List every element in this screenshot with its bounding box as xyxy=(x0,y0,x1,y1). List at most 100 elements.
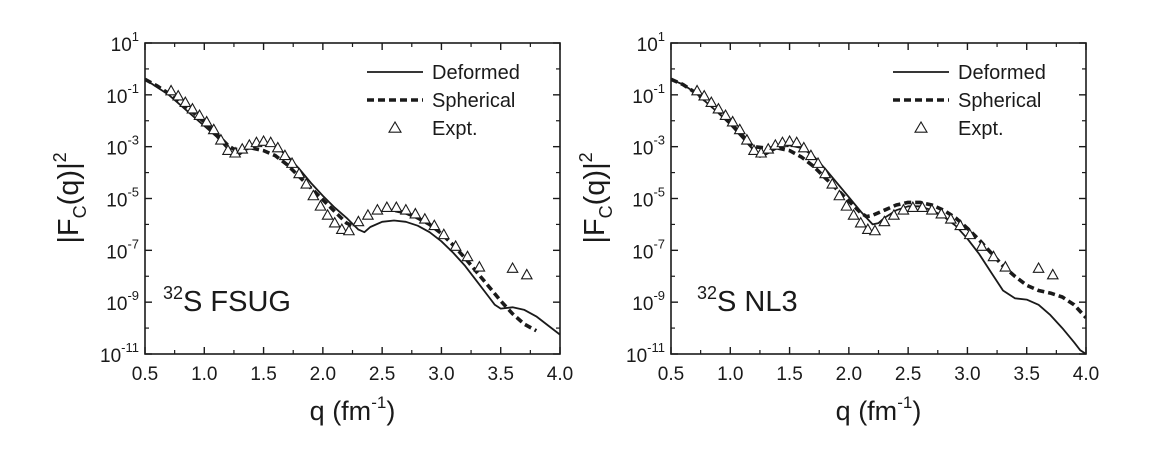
data-point-expt xyxy=(987,250,1000,262)
data-point-expt xyxy=(747,143,761,155)
legend-label: Deformed xyxy=(958,62,1046,84)
data-point-expt xyxy=(790,136,803,148)
y-tick-label: 10-1 xyxy=(632,81,665,108)
x-axis-label: q (fm-1) xyxy=(310,393,396,426)
data-point-expt xyxy=(461,250,474,262)
legend-label: Spherical xyxy=(958,90,1041,112)
legend-marker-expt xyxy=(388,120,402,133)
data-point-expt xyxy=(916,200,929,212)
data-point-expt xyxy=(328,216,341,228)
data-point-expt xyxy=(390,200,403,212)
x-tick-label: 2.5 xyxy=(895,364,921,385)
legend-label: Expt. xyxy=(958,118,1004,140)
y-tick-label: 10-7 xyxy=(632,236,665,263)
panel-label: 32S NL3 xyxy=(697,283,798,318)
data-point-expt xyxy=(878,215,891,227)
data-point-expt xyxy=(257,134,270,146)
data-point-expt xyxy=(520,268,533,280)
chart-panel-nl3: 0.5 1.0 1.5 2.0 2.5 3.0 3.5 4.0 101 10-1 10-3 10-5 1… xyxy=(576,29,1099,426)
data-point-expt xyxy=(833,189,846,201)
data-point-expt xyxy=(292,167,306,179)
y-tick-label: 10-3 xyxy=(106,133,139,160)
data-point-expt xyxy=(285,156,299,168)
x-tick-label: 4.0 xyxy=(547,364,573,385)
data-point-expt xyxy=(804,149,818,161)
y-tick-label: 10-5 xyxy=(106,185,139,212)
y-axis-label: |FC(q)|2 xyxy=(50,152,90,243)
data-point-expt xyxy=(818,167,832,179)
data-point-expt xyxy=(719,108,732,120)
data-point-expt xyxy=(179,95,192,108)
data-point-expt xyxy=(352,215,365,227)
series-line-spherical xyxy=(671,77,1086,319)
legend-label: Spherical xyxy=(432,90,515,112)
data-point-expt xyxy=(854,216,867,228)
x-tick-label: 3.0 xyxy=(954,364,980,385)
data-point-expt xyxy=(797,141,810,153)
data-point-expt xyxy=(361,208,375,220)
data-point-expt xyxy=(1046,268,1059,280)
data-point-expt xyxy=(200,115,213,127)
data-point-expt xyxy=(906,200,920,212)
data-point-expt xyxy=(826,177,839,189)
data-point-expt xyxy=(371,203,384,215)
data-point-expt xyxy=(868,224,882,236)
data-point-expt xyxy=(726,115,739,127)
data-point-expt xyxy=(307,189,320,201)
data-point-expt xyxy=(712,102,725,114)
data-point-expt xyxy=(409,207,422,219)
data-point-expt xyxy=(164,84,178,96)
data-point-expt xyxy=(733,123,746,135)
x-tick-label: 1.5 xyxy=(776,364,802,385)
x-tick-label: 2.0 xyxy=(836,364,862,385)
legend-label: Expt. xyxy=(432,118,478,140)
data-point-expt xyxy=(264,136,277,148)
y-tick-label: 10-11 xyxy=(626,340,665,367)
y-tick-label: 101 xyxy=(111,29,139,56)
data-point-expt xyxy=(705,95,718,108)
data-point-expt xyxy=(335,222,348,234)
data-point-expt xyxy=(887,208,901,220)
y-tick-label: 10-7 xyxy=(106,236,139,263)
data-point-expt xyxy=(321,208,334,220)
data-point-expt xyxy=(506,261,519,273)
y-tick-label: 101 xyxy=(637,29,665,56)
x-tick-label: 2.0 xyxy=(310,364,336,385)
data-point-expt xyxy=(186,102,199,114)
x-tick-label: 1.0 xyxy=(717,364,743,385)
y-tick-label: 10-11 xyxy=(100,340,139,367)
y-tick-label: 10-1 xyxy=(106,81,139,108)
y-axis-label: |FC(q)|2 xyxy=(576,152,616,243)
data-point-expt xyxy=(954,219,967,231)
data-point-expt xyxy=(473,260,486,272)
data-point-expt xyxy=(380,200,394,212)
data-point-expt xyxy=(999,260,1012,272)
data-point-expt xyxy=(193,108,206,120)
data-point-expt xyxy=(172,89,185,101)
data-point-expt xyxy=(214,133,228,145)
legend-label: Deformed xyxy=(432,62,520,84)
data-point-expt xyxy=(925,203,939,215)
data-point-expt xyxy=(935,207,948,219)
y-tick-label: 10-9 xyxy=(106,288,139,315)
data-point-expt xyxy=(698,89,711,101)
x-tick-label: 2.5 xyxy=(369,364,395,385)
data-point-expt xyxy=(847,208,860,220)
x-tick-label: 3.5 xyxy=(1014,364,1040,385)
x-axis-label: q (fm-1) xyxy=(836,393,922,426)
data-point-expt xyxy=(342,224,356,236)
data-point-expt xyxy=(897,203,910,215)
data-point-expt xyxy=(861,222,874,234)
x-tick-label: 0.5 xyxy=(132,364,158,385)
data-point-expt xyxy=(963,228,976,240)
data-point-expt xyxy=(278,149,292,161)
data-point-expt xyxy=(428,219,441,231)
y-tick-label: 10-9 xyxy=(632,288,665,315)
data-point-expt xyxy=(437,228,450,240)
data-point-expt xyxy=(690,84,704,96)
x-tick-label: 1.5 xyxy=(250,364,276,385)
data-point-expt xyxy=(207,123,220,135)
data-point-expt xyxy=(740,133,754,145)
data-point-expt xyxy=(300,177,313,189)
x-tick-label: 1.0 xyxy=(191,364,217,385)
